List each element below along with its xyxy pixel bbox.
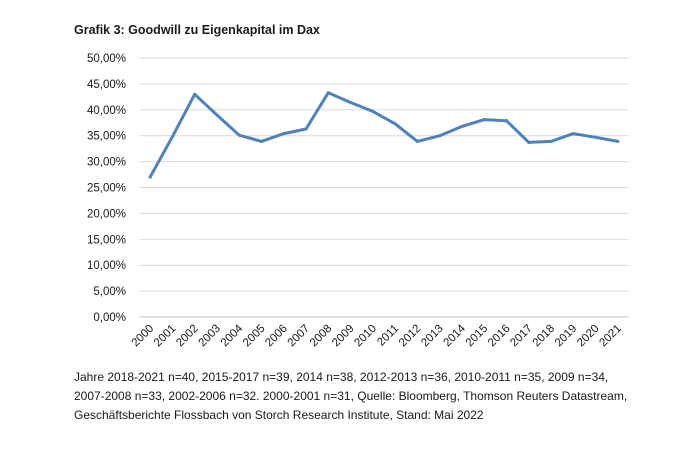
data-point [170,135,174,139]
x-tick-label: 2009 [330,323,357,350]
data-point [571,132,575,136]
x-tick-label: 2003 [196,323,223,350]
y-tick-label: 0,00% [93,312,126,324]
series-line [148,91,620,179]
x-tick-label: 2006 [263,323,290,350]
data-point [282,132,286,136]
x-tick-label: 2010 [352,323,379,350]
data-point [438,134,442,138]
data-point [326,91,330,95]
y-tick-label: 40,00% [87,105,126,117]
x-tick-label: 2013 [419,323,446,350]
data-point [215,113,219,117]
data-point [349,101,353,105]
data-point [304,127,308,131]
data-point [482,118,486,122]
x-tick-label: 2011 [375,323,401,349]
data-point [616,139,620,143]
x-tick-label: 2000 [130,323,157,350]
x-tick-label: 2007 [286,323,313,350]
y-tick-label: 5,00% [93,286,126,298]
y-tick-label: 45,00% [87,79,126,91]
data-point [371,109,375,113]
y-axis-ticks: 0,00% 5,00% 10,00% 15,00% 20,00% 25,00% 30,00%… [87,53,126,324]
x-tick-label: 2015 [464,323,491,350]
x-tick-label: 2004 [219,322,246,349]
data-point [505,119,508,123]
x-tick-label: 2016 [486,323,513,350]
x-tick-label: 2020 [575,323,602,350]
data-point [527,140,531,144]
y-tick-label: 20,00% [87,208,126,220]
y-tick-label: 35,00% [87,131,126,143]
x-tick-label: 2012 [397,323,424,350]
y-tick-label: 50,00% [87,53,126,65]
data-point [193,92,197,96]
data-point [415,139,419,143]
y-tick-label: 15,00% [87,234,126,246]
x-tick-label: 2005 [241,323,268,350]
x-tick-label: 2019 [553,323,580,350]
y-tick-label: 30,00% [87,157,126,169]
data-point [549,139,553,143]
data-point [594,135,598,139]
y-tick-label: 10,00% [87,260,126,272]
data-point [148,175,152,179]
x-axis-ticks: 2000200120022003200420052006200720082009… [130,322,624,349]
x-tick-label: 2014 [441,322,468,349]
data-point [460,124,464,128]
x-tick-label: 2001 [152,323,179,350]
data-point [393,122,397,126]
x-tick-label: 2021 [597,323,624,350]
x-tick-label: 2002 [174,323,201,350]
y-tick-label: 25,00% [87,183,126,195]
chart-title: Grafik 3: Goodwill zu Eigenkapital im Da… [74,23,320,37]
x-tick-label: 2017 [508,323,535,350]
data-point [260,139,263,143]
x-tick-label: 2008 [308,323,335,350]
data-point [237,133,241,137]
series-layer [148,91,620,179]
chart-caption: Jahre 2018-2021 n=40, 2015-2017 n=39, 20… [74,370,628,422]
x-tick-label: 2018 [531,323,558,350]
gridlines [139,57,629,318]
